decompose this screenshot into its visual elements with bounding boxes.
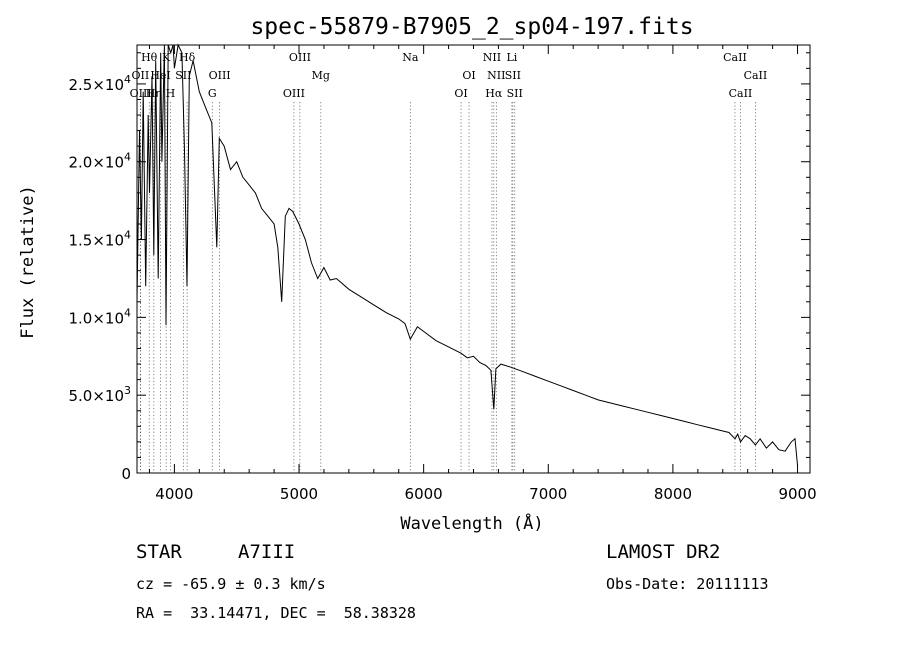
y-axis: 0 5.0×103 1.0×104 1.5×104 2.0×104 2.5×104 <box>68 52 810 483</box>
x-axis: 4000 5000 6000 7000 8000 9000 <box>148 45 817 503</box>
line-label-6: Li <box>506 51 517 64</box>
object-subclass: A7III <box>238 541 296 563</box>
plot-frame <box>136 44 811 474</box>
x-tick-label-4: 8000 <box>654 485 692 503</box>
object-type: STAR <box>136 541 182 563</box>
line-label-16: CaII <box>744 69 768 82</box>
line-label-18: Hη <box>146 87 162 100</box>
x-tick-label-0: 4000 <box>155 485 193 503</box>
line-label-10: SII <box>175 69 191 82</box>
line-label-24: SII <box>507 87 523 100</box>
x-tick-label-2: 6000 <box>405 485 443 503</box>
line-label-8: OII <box>132 69 150 82</box>
line-label-11: OIII <box>209 69 231 82</box>
line-label-2: Hδ <box>179 51 196 64</box>
line-label-0: Hθ <box>141 51 158 64</box>
x-axis-label: Wavelength (Å) <box>400 512 543 534</box>
line-label-25: CaII <box>729 87 753 100</box>
line-label-7: CaII <box>723 51 747 64</box>
y-tick-label-5: 2.5×104 <box>68 73 131 94</box>
line-label-4: Na <box>402 51 419 64</box>
line-label-22: OI <box>454 87 467 100</box>
line-label-15: SII <box>505 69 521 82</box>
line-label-13: OI <box>462 69 475 82</box>
y-tick-label-3: 1.5×104 <box>68 229 131 250</box>
y-axis-label: Flux (relative) <box>18 185 38 339</box>
redshift-cz: cz = -65.9 ± 0.3 km/s <box>136 575 326 593</box>
chart-title: spec-55879-B7905_2_sp04-197.fits <box>250 14 693 40</box>
line-label-14: NII <box>487 69 505 82</box>
line-label-1: K <box>162 51 171 64</box>
line-label-12: Mg <box>312 69 330 82</box>
y-tick-label-1: 5.0×103 <box>68 384 131 405</box>
line-label-20: G <box>208 87 217 100</box>
line-label-21: OIII <box>283 87 305 100</box>
line-label-17: OIII <box>130 87 152 100</box>
line-label-5: NII <box>483 51 501 64</box>
x-tick-label-3: 7000 <box>529 485 567 503</box>
line-label-19: H <box>166 87 176 100</box>
y-tick-label-4: 2.0×104 <box>68 151 131 172</box>
y-tick-label-2: 1.0×104 <box>68 306 131 327</box>
x-tick-label-5: 9000 <box>778 485 816 503</box>
survey-name: LAMOST DR2 <box>606 541 721 563</box>
line-label-3: OIII <box>289 51 311 64</box>
spectrum-line <box>136 43 798 466</box>
ra-dec: RA = 33.14471, DEC = 58.38328 <box>136 604 416 622</box>
x-tick-label-1: 5000 <box>280 485 318 503</box>
line-label-23: Hα <box>485 87 503 100</box>
y-tick-label-0: 0 <box>121 465 131 483</box>
obs-date: Obs-Date: 20111113 <box>606 575 769 593</box>
